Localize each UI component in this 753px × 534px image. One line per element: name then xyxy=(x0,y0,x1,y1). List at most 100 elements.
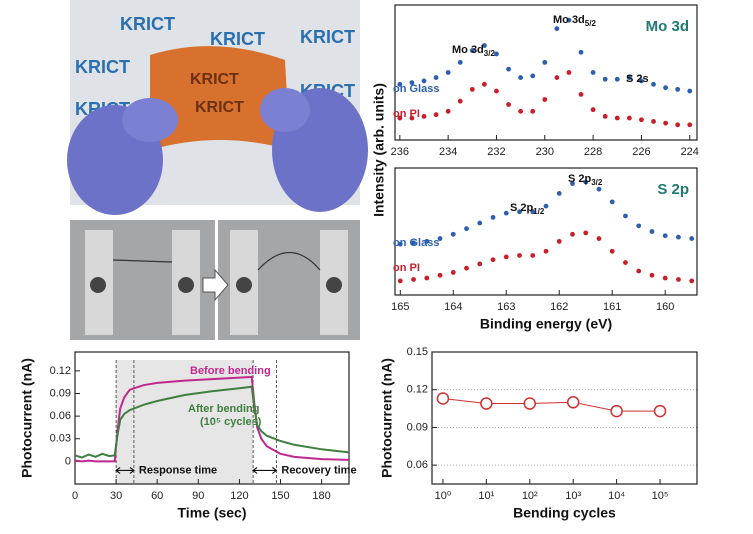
peak-label-sub: 5/2 xyxy=(585,19,597,28)
data-dot xyxy=(570,231,575,237)
span-arrow xyxy=(252,466,278,474)
photo-bending xyxy=(70,220,360,340)
data-dot xyxy=(503,254,509,260)
data-dot xyxy=(543,203,549,209)
data-dot xyxy=(503,210,509,216)
series-label: on PI xyxy=(393,108,420,120)
data-dot xyxy=(566,17,572,23)
data-dot xyxy=(469,48,475,53)
logo: KRICT xyxy=(190,71,239,88)
data-marker xyxy=(436,392,450,405)
logo: KRICT xyxy=(210,29,265,49)
data-dot xyxy=(421,78,427,84)
y-tick-label: 0.03 xyxy=(50,433,71,445)
x-tick-label: 180 xyxy=(312,490,330,502)
x-tick-label: 10⁰ xyxy=(435,490,452,502)
data-dot xyxy=(530,253,536,258)
data-dot xyxy=(464,265,469,271)
data-dot xyxy=(687,88,693,94)
peak-label-sub: 3/2 xyxy=(484,49,496,58)
data-dot xyxy=(506,66,511,72)
data-dot xyxy=(578,49,584,55)
data-dot xyxy=(433,112,439,118)
y-tick-label: 0.09 xyxy=(50,387,71,399)
y-tick-label: 0.09 xyxy=(407,421,428,433)
x-axis-label: Time (sec) xyxy=(178,505,247,521)
data-dot xyxy=(457,98,463,104)
data-dot xyxy=(433,75,439,80)
x-tick-label: 232 xyxy=(487,146,505,158)
series-label: on Glass xyxy=(393,237,439,249)
data-dot xyxy=(649,229,655,234)
series-label: on Glass xyxy=(393,83,439,95)
data-dot xyxy=(590,107,596,113)
x-tick-label: 10⁵ xyxy=(652,490,669,502)
span-label: Recovery time xyxy=(281,464,356,476)
data-dot xyxy=(457,59,463,65)
peak-label-main: Mo 3d xyxy=(553,14,585,26)
data-dot xyxy=(437,236,443,241)
x-tick-label: 224 xyxy=(681,146,699,158)
peak-label: Mo 3d3/2 xyxy=(452,44,495,58)
data-dot xyxy=(490,257,496,263)
data-dot xyxy=(609,248,615,254)
data-dot xyxy=(530,108,536,114)
data-dot xyxy=(689,278,695,284)
series-label: Before bending xyxy=(190,365,271,377)
y-tick-label: 0.06 xyxy=(50,410,71,422)
data-dot xyxy=(542,97,548,102)
peak-label-main: S 2p xyxy=(568,173,592,185)
x-tick-label: 226 xyxy=(632,146,650,158)
span-label: Response time xyxy=(139,464,217,476)
data-dot xyxy=(583,179,589,185)
data-line xyxy=(442,398,661,412)
x-tick-label: 10³ xyxy=(565,490,581,502)
data-dot xyxy=(602,113,608,119)
data-dot xyxy=(626,115,632,121)
data-dot xyxy=(651,119,656,124)
data-dot xyxy=(636,223,642,229)
data-dot xyxy=(554,75,560,80)
data-dot xyxy=(517,253,522,258)
data-dot xyxy=(675,86,681,92)
peak-label-main: S 2p xyxy=(510,202,534,214)
x-tick-label: 10¹ xyxy=(478,490,494,502)
data-dot xyxy=(639,117,644,123)
data-dot xyxy=(614,115,620,121)
data-dot xyxy=(530,209,536,215)
y-axis-label: Photocurrent (nA) xyxy=(379,358,395,478)
x-axis-label: Bending cycles xyxy=(513,505,616,521)
x-tick-label: 60 xyxy=(151,490,163,502)
data-dot xyxy=(578,92,584,97)
x-tick-label: 160 xyxy=(656,301,674,313)
data-dot xyxy=(609,199,615,205)
plot-frame xyxy=(74,351,350,485)
data-dot xyxy=(437,272,443,278)
data-dot xyxy=(494,51,499,57)
x-tick-label: 162 xyxy=(550,301,568,313)
peak-label-main: S 2s xyxy=(626,73,649,85)
series-note: (10⁵ cycles) xyxy=(200,416,262,428)
data-dot xyxy=(556,191,562,196)
data-dot xyxy=(506,102,511,107)
peak-label-sub: 1/2 xyxy=(533,207,545,216)
data-dot xyxy=(623,213,628,219)
data-dot xyxy=(689,236,695,241)
data-dot xyxy=(397,81,403,87)
x-tick-label: 10⁴ xyxy=(608,490,625,502)
data-dot xyxy=(662,233,668,239)
data-dot xyxy=(494,88,499,94)
logo: KRICT xyxy=(300,27,355,47)
y-axis-label: Photocurrent (nA) xyxy=(19,358,35,478)
logo: KRICT xyxy=(195,99,244,116)
peak-label-main: Mo 3d xyxy=(452,44,484,56)
data-dot xyxy=(477,220,483,226)
data-dot xyxy=(542,59,548,65)
data-dot xyxy=(596,236,602,241)
data-marker xyxy=(610,404,623,418)
data-dot xyxy=(583,230,589,236)
peak-label: S 2p1/2 xyxy=(510,202,545,216)
data-dot xyxy=(409,80,415,86)
